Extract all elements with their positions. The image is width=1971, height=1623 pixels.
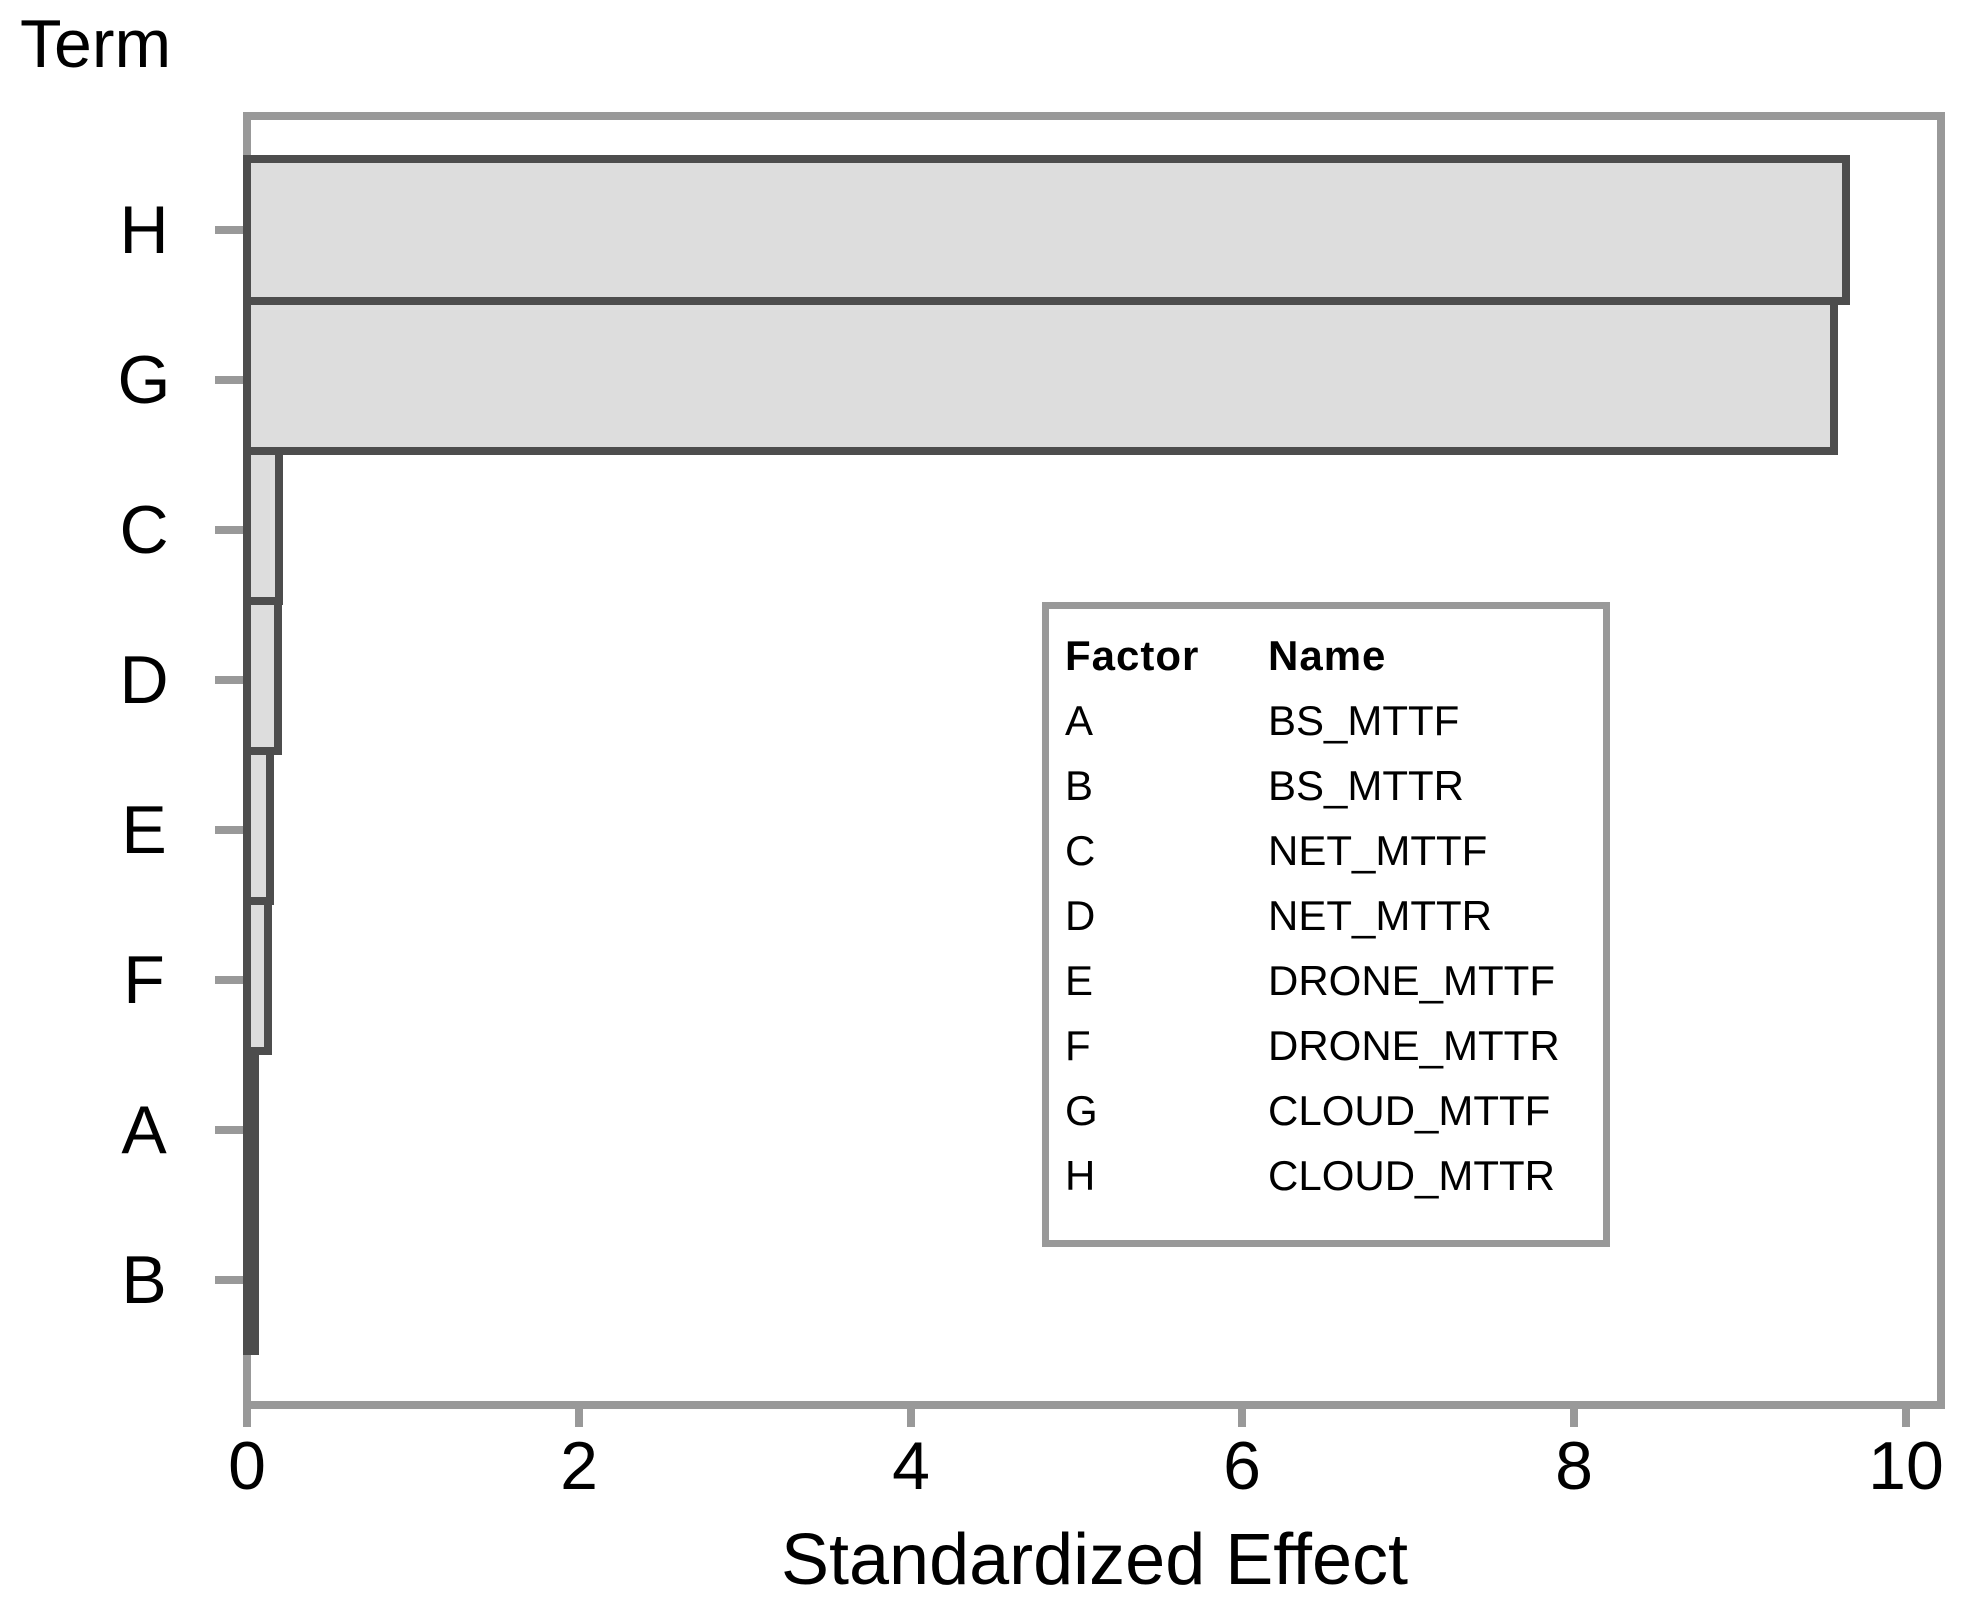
y-tick-label-C: C (119, 492, 169, 568)
y-tick-F (215, 976, 243, 984)
x-tick-6 (1238, 1409, 1246, 1427)
y-tick-D (215, 676, 243, 684)
x-tick-4 (907, 1409, 915, 1427)
x-tick-label-0: 0 (228, 1428, 266, 1504)
y-tick-G (215, 376, 243, 384)
legend-factor-B: B (1065, 761, 1094, 809)
legend-factor-A: A (1065, 696, 1094, 744)
legend-row-H: H CLOUD_MTTR (1065, 1143, 1603, 1208)
x-tick-label-4: 4 (892, 1428, 930, 1504)
bar-E (243, 755, 274, 905)
x-tick-0 (243, 1409, 251, 1427)
y-tick-label-E: E (121, 792, 167, 868)
y-tick-label-D: D (119, 642, 169, 718)
legend-factor-E: E (1065, 956, 1094, 1004)
bar-H (243, 155, 1850, 305)
legend-row-E: E DRONE_MTTF (1065, 948, 1603, 1013)
legend-name-E: DRONE_MTTF (1268, 956, 1555, 1004)
x-tick-label-8: 8 (1555, 1428, 1593, 1504)
bar-C (243, 455, 283, 605)
y-tick-B (215, 1276, 243, 1284)
legend-row-F: F DRONE_MTTR (1065, 1013, 1603, 1078)
bar-A (243, 1055, 259, 1205)
y-tick-label-F: F (123, 942, 165, 1018)
legend-name-A: BS_MTTF (1268, 696, 1460, 744)
y-tick-E (215, 826, 243, 834)
legend-name-D: NET_MTTR (1268, 891, 1492, 939)
x-tick-label-6: 6 (1223, 1428, 1261, 1504)
legend-name-C: NET_MTTF (1268, 826, 1488, 874)
legend-name-H: CLOUD_MTTR (1268, 1151, 1556, 1199)
y-tick-C (215, 526, 243, 534)
legend-name-B: BS_MTTR (1268, 761, 1465, 809)
y-tick-A (215, 1126, 243, 1134)
legend-factor-F: F (1065, 1021, 1091, 1069)
x-tick-2 (575, 1409, 583, 1427)
bar-F (243, 905, 272, 1055)
legend-row-A: A BS_MTTF (1065, 688, 1603, 753)
y-tick-label-H: H (119, 192, 169, 268)
legend-header-name: Name (1268, 631, 1387, 679)
y-tick-label-A: A (121, 1092, 167, 1168)
legend-row-B: B BS_MTTR (1065, 753, 1603, 818)
x-tick-8 (1570, 1409, 1578, 1427)
legend-row-G: G CLOUD_MTTF (1065, 1078, 1603, 1143)
legend-row-C: C NET_MTTF (1065, 818, 1603, 883)
x-tick-label-2: 2 (560, 1428, 598, 1504)
legend-header-factor: Factor (1065, 631, 1200, 679)
legend-header-row: Factor Name (1065, 623, 1603, 688)
y-tick-label-B: B (121, 1242, 167, 1318)
bar-G (243, 305, 1838, 455)
legend-factor-G: G (1065, 1086, 1098, 1134)
x-axis-title: Standardized Effect (780, 1520, 1409, 1600)
legend-name-F: DRONE_MTTR (1268, 1021, 1560, 1069)
x-tick-label-10: 10 (1868, 1428, 1944, 1504)
y-tick-label-G: G (117, 342, 171, 418)
y-axis-title: Term (20, 6, 172, 82)
legend-factor-D: D (1065, 891, 1096, 939)
legend-row-D: D NET_MTTR (1065, 883, 1603, 948)
legend-rows: A BS_MTTF B BS_MTTR C NET_MTTF D NET_MTTR E DRONE… (1065, 688, 1603, 1208)
legend-box: Factor Name A BS_MTTF B BS_MTTR C NET_MTTF D NE… (1042, 602, 1610, 1247)
y-tick-H (215, 226, 243, 234)
x-tick-10 (1902, 1409, 1910, 1427)
bar-B (243, 1205, 259, 1355)
legend-name-G: CLOUD_MTTF (1268, 1086, 1551, 1134)
bar-D (243, 605, 282, 755)
legend-factor-C: C (1065, 826, 1096, 874)
legend-factor-H: H (1065, 1151, 1096, 1199)
